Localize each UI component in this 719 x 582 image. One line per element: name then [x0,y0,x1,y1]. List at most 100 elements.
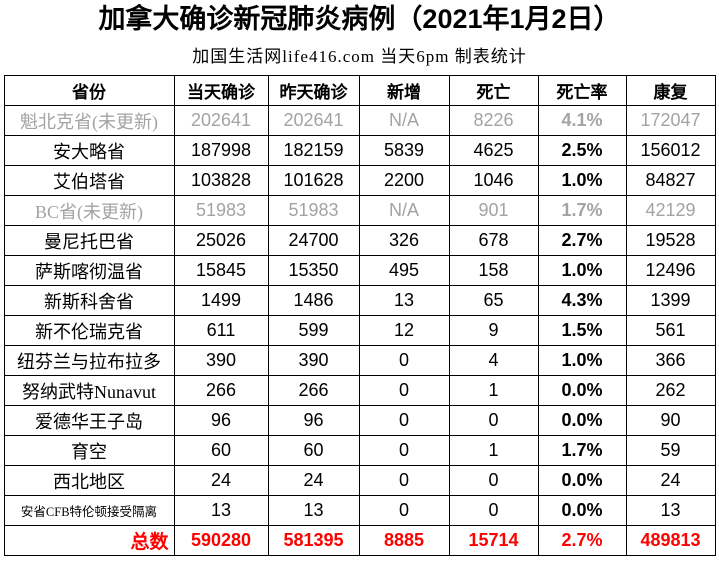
total-cell-deaths: 15714 [448,525,539,556]
cell-yesterday: 599 [267,315,360,346]
cell-deaths: 4 [448,345,539,376]
table-row: 安大略省 187998 182159 5839 4625 2.5% 156012 [3,135,716,166]
cell-yesterday: 60 [267,435,360,466]
cell-new: 0 [358,405,450,436]
cell-death_rate: 0.0% [537,465,627,496]
total-cell-label: 总数 [3,525,175,556]
cell-yesterday: 1486 [267,285,360,316]
column-header-yesterday: 昨天确诊 [267,75,360,106]
cell-yesterday: 266 [267,375,360,406]
cell-death_rate: 1.0% [537,255,627,286]
cell-deaths: 8226 [448,105,539,136]
cell-today: 611 [173,315,269,346]
page: 加拿大确诊新冠肺炎病例（2021年1月2日） 加国生活网life416.com … [0,3,719,582]
cell-death_rate: 4.1% [537,105,627,136]
cell-province: 努纳武特Nunavut [3,375,175,406]
cell-province: 西北地区 [3,465,175,496]
cell-yesterday: 390 [267,345,360,376]
cell-yesterday: 15350 [267,255,360,286]
column-header-recovered: 康复 [625,75,716,106]
cell-today: 13 [173,495,269,526]
cell-province: 曼尼托巴省 [3,225,175,256]
cell-new: 0 [358,345,450,376]
cell-yesterday: 24700 [267,225,360,256]
cell-new: N/A [358,195,450,226]
table-row: 西北地区 24 24 0 0 0.0% 24 [3,465,716,496]
cell-province: BC省(未更新) [3,195,175,226]
cell-deaths: 65 [448,285,539,316]
cell-province: 新斯科舍省 [3,285,175,316]
table-row: 新不伦瑞克省 611 599 12 9 1.5% 561 [3,315,716,346]
table-row: 安省CFB特伦顿接受隔离 13 13 0 0 0.0% 13 [3,495,716,526]
cell-yesterday: 24 [267,465,360,496]
cell-death_rate: 1.0% [537,345,627,376]
cell-death_rate: 2.7% [537,225,627,256]
cell-province: 艾伯塔省 [3,165,175,196]
total-cell-yesterday: 581395 [267,525,360,556]
cell-new: N/A [358,105,450,136]
cell-death_rate: 0.0% [537,405,627,436]
cell-today: 103828 [173,165,269,196]
column-header-deaths: 死亡 [448,75,539,106]
cell-new: 0 [358,435,450,466]
table-row: 努纳武特Nunavut 266 266 0 1 0.0% 262 [3,375,716,406]
total-row: 总数 590280 581395 8885 15714 2.7% 489813 [3,525,716,556]
cell-deaths: 678 [448,225,539,256]
table-row: 魁北克省(未更新) 202641 202641 N/A 8226 4.1% 172047 [3,105,716,136]
total-cell-new: 8885 [358,525,450,556]
cell-province: 安大略省 [3,135,175,166]
column-header-new: 新增 [358,75,450,106]
cell-recovered: 366 [625,345,716,376]
cell-recovered: 262 [625,375,716,406]
column-header-death_rate: 死亡率 [537,75,627,106]
cell-new: 5839 [358,135,450,166]
cell-recovered: 13 [625,495,716,526]
cell-province: 纽芬兰与拉布拉多 [3,345,175,376]
cell-new: 326 [358,225,450,256]
table-row: 爱德华王子岛 96 96 0 0 0.0% 90 [3,405,716,436]
cell-recovered: 42129 [625,195,716,226]
cell-today: 1499 [173,285,269,316]
cell-deaths: 158 [448,255,539,286]
cell-new: 13 [358,285,450,316]
cell-today: 96 [173,405,269,436]
cell-new: 495 [358,255,450,286]
total-cell-today: 590280 [173,525,269,556]
table-row: 艾伯塔省 103828 101628 2200 1046 1.0% 84827 [3,165,716,196]
column-header-province: 省份 [3,75,175,106]
total-cell-recovered: 489813 [625,525,716,556]
cell-death_rate: 1.0% [537,165,627,196]
table-row: 纽芬兰与拉布拉多 390 390 0 4 1.0% 366 [3,345,716,376]
table-row: 新斯科舍省 1499 1486 13 65 4.3% 1399 [3,285,716,316]
cell-today: 266 [173,375,269,406]
cell-recovered: 84827 [625,165,716,196]
cell-today: 15845 [173,255,269,286]
cell-today: 25026 [173,225,269,256]
cell-recovered: 59 [625,435,716,466]
total-cell-death_rate: 2.7% [537,525,627,556]
cell-yesterday: 202641 [267,105,360,136]
cell-new: 12 [358,315,450,346]
cell-deaths: 1 [448,375,539,406]
cell-today: 187998 [173,135,269,166]
cell-deaths: 9 [448,315,539,346]
cell-deaths: 901 [448,195,539,226]
covid-stats-table: 省份 当天确诊 昨天确诊 新增 死亡 死亡率 康复 魁北克省(未更新) 202641 20264… [3,75,716,556]
cell-province: 安省CFB特伦顿接受隔离 [3,495,175,526]
cell-recovered: 172047 [625,105,716,136]
table-row: 育空 60 60 0 1 1.7% 59 [3,435,716,466]
cell-deaths: 0 [448,495,539,526]
cell-yesterday: 51983 [267,195,360,226]
cell-death_rate: 0.0% [537,375,627,406]
cell-province: 新不伦瑞克省 [3,315,175,346]
cell-death_rate: 0.0% [537,495,627,526]
cell-recovered: 24 [625,465,716,496]
page-title: 加拿大确诊新冠肺炎病例（2021年1月2日） [98,4,621,34]
cell-yesterday: 13 [267,495,360,526]
cell-new: 0 [358,495,450,526]
cell-new: 0 [358,375,450,406]
cell-recovered: 90 [625,405,716,436]
cell-today: 51983 [173,195,269,226]
cell-deaths: 0 [448,465,539,496]
cell-province: 爱德华王子岛 [3,405,175,436]
